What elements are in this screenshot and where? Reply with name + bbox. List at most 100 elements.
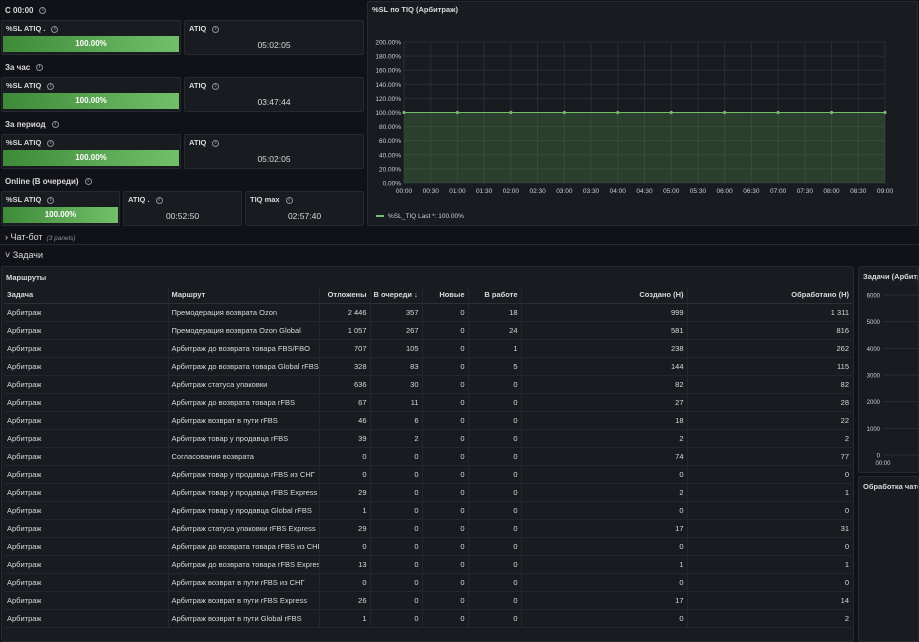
section-chatbot[interactable]: › Чат-бот (3 panels) bbox=[5, 232, 75, 242]
x-tick-label: 02:00 bbox=[503, 188, 520, 195]
table-cell: Арбитраж товар у продавца rFBS Express bbox=[167, 483, 319, 502]
info-icon[interactable]: i bbox=[36, 64, 44, 72]
sl-atiq-panel-online[interactable]: %SL ATIQ i 100.00% bbox=[1, 191, 120, 226]
table-cell: 28 bbox=[686, 393, 852, 412]
atiq-panel-last-hour[interactable]: ATIQ i 03:47:44 bbox=[184, 77, 364, 112]
table-cell: Арбитраж bbox=[4, 501, 168, 520]
table-row[interactable]: Арбитраж Арбитраж до возврата товара rFBS… bbox=[4, 555, 852, 574]
column-header[interactable]: Создано (Н) bbox=[520, 287, 687, 304]
panel-title: ATIQ .i bbox=[128, 195, 163, 204]
sl-tiq-chart[interactable]: 0.00% 20.00% 40.00% 60.00% 80.00% 100.00% 120.… bbox=[368, 2, 917, 225]
table-row[interactable]: Арбитраж Арбитраж до возврата товара FBS/… bbox=[4, 339, 852, 358]
table-cell: Арбитраж bbox=[4, 591, 168, 610]
table-row[interactable]: Арбитраж Арбитраж возврат в пути rFBS 46 6 0… bbox=[4, 411, 852, 430]
table-cell: Арбитраж bbox=[4, 573, 168, 592]
table-row[interactable]: Арбитраж Арбитраж товар у продавца rFBS E… bbox=[4, 483, 852, 502]
column-header[interactable]: Отложены bbox=[318, 287, 370, 304]
table-cell: 707 bbox=[318, 339, 370, 358]
atiq-panel-since-midnight[interactable]: ATIQ i 05:02:05 bbox=[184, 20, 364, 55]
x-tick-label: 04:30 bbox=[636, 188, 653, 195]
row-title-last-hour[interactable]: За час i bbox=[5, 63, 44, 72]
atiq-panel-online[interactable]: ATIQ .i 00:52:50 bbox=[123, 191, 242, 226]
chat-processing-panel[interactable]: Обработка чато bbox=[858, 476, 919, 642]
row-title-period[interactable]: За период i bbox=[5, 120, 59, 129]
info-icon[interactable]: i bbox=[47, 82, 55, 90]
x-tick-label: 07:30 bbox=[797, 188, 814, 195]
table-body: Арбитраж Премодерация возврата Ozon 2 446 3… bbox=[4, 303, 852, 628]
series-point bbox=[616, 110, 620, 115]
row-title-online[interactable]: Online (В очереди) i bbox=[5, 177, 92, 186]
section-tasks[interactable]: ˅ Задачи bbox=[5, 250, 43, 260]
table-cell: Премодерация возврата Ozon bbox=[167, 303, 319, 322]
table-row[interactable]: Арбитраж Арбитраж статуса упаковки 636 30 0 0… bbox=[4, 375, 852, 394]
table-row[interactable]: Арбитраж Арбитраж до возврата товара rFBS… bbox=[4, 537, 852, 556]
table-row[interactable]: Арбитраж Арбитраж до возврата товара Glob… bbox=[4, 357, 852, 376]
row-title-since-midnight[interactable]: С 00:00 i bbox=[5, 6, 47, 15]
column-header[interactable]: Маршрут bbox=[167, 287, 319, 304]
table-row[interactable]: Арбитраж Арбитраж до возврата товара rFBS… bbox=[4, 393, 852, 412]
info-icon[interactable]: i bbox=[155, 196, 163, 204]
info-icon[interactable]: i bbox=[285, 196, 293, 204]
series-point bbox=[669, 110, 673, 115]
sl-atiq-panel-last-hour[interactable]: %SL ATIQ i 100.00% bbox=[1, 77, 181, 112]
table-row[interactable]: Арбитраж Арбитраж возврат в пути Global r… bbox=[4, 609, 852, 628]
table-cell: 0 bbox=[686, 465, 852, 484]
info-icon[interactable]: i bbox=[51, 121, 59, 129]
table-row[interactable]: Арбитраж Арбитраж возврат в пути rFBS из … bbox=[4, 573, 852, 592]
panel-title: ATIQ i bbox=[189, 81, 220, 90]
table-cell: 0 bbox=[421, 537, 468, 556]
table-row[interactable]: Арбитраж Арбитраж возврат в пути rFBS Exp… bbox=[4, 591, 852, 610]
table-row[interactable]: Арбитраж Арбитраж товар у продавца rFBS 39… bbox=[4, 429, 852, 448]
x-tick-label: 04:00 bbox=[610, 188, 627, 195]
table-cell: Арбитраж bbox=[4, 537, 168, 556]
column-header[interactable]: В работе bbox=[467, 287, 521, 304]
table-cell: 31 bbox=[686, 519, 852, 538]
info-icon[interactable]: i bbox=[212, 25, 220, 33]
x-tick-label: 00:00 bbox=[396, 188, 413, 195]
table-cell: 2 bbox=[686, 609, 852, 628]
table-cell: 144 bbox=[520, 357, 687, 376]
info-icon[interactable]: i bbox=[47, 196, 55, 204]
tasks-chart-panel[interactable]: Задачи (Арбитр 6000 5000 4000 3000 2000 1000 0… bbox=[858, 266, 919, 473]
info-icon[interactable]: i bbox=[212, 82, 220, 90]
column-header[interactable]: Задача bbox=[4, 287, 168, 304]
atiq-panel-period[interactable]: ATIQ i 05:02:05 bbox=[184, 134, 364, 169]
info-icon[interactable]: i bbox=[47, 139, 55, 147]
sl-tiq-chart-panel[interactable]: %SL по TIQ (Арбитраж) 0.00% 20.00% 40.00% 6… bbox=[367, 1, 918, 226]
table-cell: 0 bbox=[467, 573, 521, 592]
table-cell: 0 bbox=[318, 465, 370, 484]
column-header[interactable]: В очереди ↓ bbox=[369, 287, 422, 304]
tiq-max-panel[interactable]: TIQ max i 02:57:40 bbox=[245, 191, 364, 226]
sl-atiq-panel-since-midnight[interactable]: %SL ATIQ .i 100.00% bbox=[1, 20, 181, 55]
table-cell: 0 bbox=[467, 519, 521, 538]
column-header[interactable]: Обработано (Н) bbox=[686, 287, 852, 304]
table-row[interactable]: Арбитраж Арбитраж статуса упаковки rFBS E… bbox=[4, 519, 852, 538]
table-cell: Арбитраж bbox=[4, 429, 168, 448]
table-cell: 0 bbox=[520, 465, 687, 484]
table-cell: 2 bbox=[369, 429, 422, 448]
info-icon[interactable]: i bbox=[39, 7, 47, 15]
table-cell: 29 bbox=[318, 483, 370, 502]
table-row[interactable]: Арбитраж Согласования возврата 0 0 0 0 74 77 bbox=[4, 447, 852, 466]
atiq-value: 05:02:05 bbox=[257, 154, 291, 164]
sl-gauge-bar: 100.00% bbox=[3, 150, 179, 166]
table-cell: 0 bbox=[421, 447, 468, 466]
info-icon[interactable]: i bbox=[51, 25, 59, 33]
table-cell: 0 bbox=[421, 519, 468, 538]
table-row[interactable]: Арбитраж Премодерация возврата Ozon Globa… bbox=[4, 321, 852, 340]
sl-atiq-panel-period[interactable]: %SL ATIQ i 100.00% bbox=[1, 134, 181, 169]
tasks-chart[interactable]: 6000 5000 4000 3000 2000 1000 000:00 bbox=[859, 267, 919, 473]
table-row[interactable]: Арбитраж Арбитраж товар у продавца rFBS и… bbox=[4, 465, 852, 484]
table-row[interactable]: Арбитраж Арбитраж товар у продавца Global… bbox=[4, 501, 852, 520]
row-title-label: За период bbox=[5, 120, 46, 129]
table-cell: 0 bbox=[520, 573, 687, 592]
column-header[interactable]: Новые bbox=[421, 287, 468, 304]
table-cell: Арбитраж товар у продавца rFBS из СНГ bbox=[167, 465, 319, 484]
info-icon[interactable]: i bbox=[212, 139, 220, 147]
table-row[interactable]: Арбитраж Премодерация возврата Ozon 2 446 3… bbox=[4, 303, 852, 322]
x-tick-label: 00:30 bbox=[423, 188, 440, 195]
table-cell: 83 bbox=[369, 357, 422, 376]
info-icon[interactable]: i bbox=[84, 178, 92, 186]
table-cell: Арбитраж bbox=[4, 357, 168, 376]
chart-legend[interactable]: %SL_TIQ Last *: 100.00% bbox=[376, 213, 464, 220]
